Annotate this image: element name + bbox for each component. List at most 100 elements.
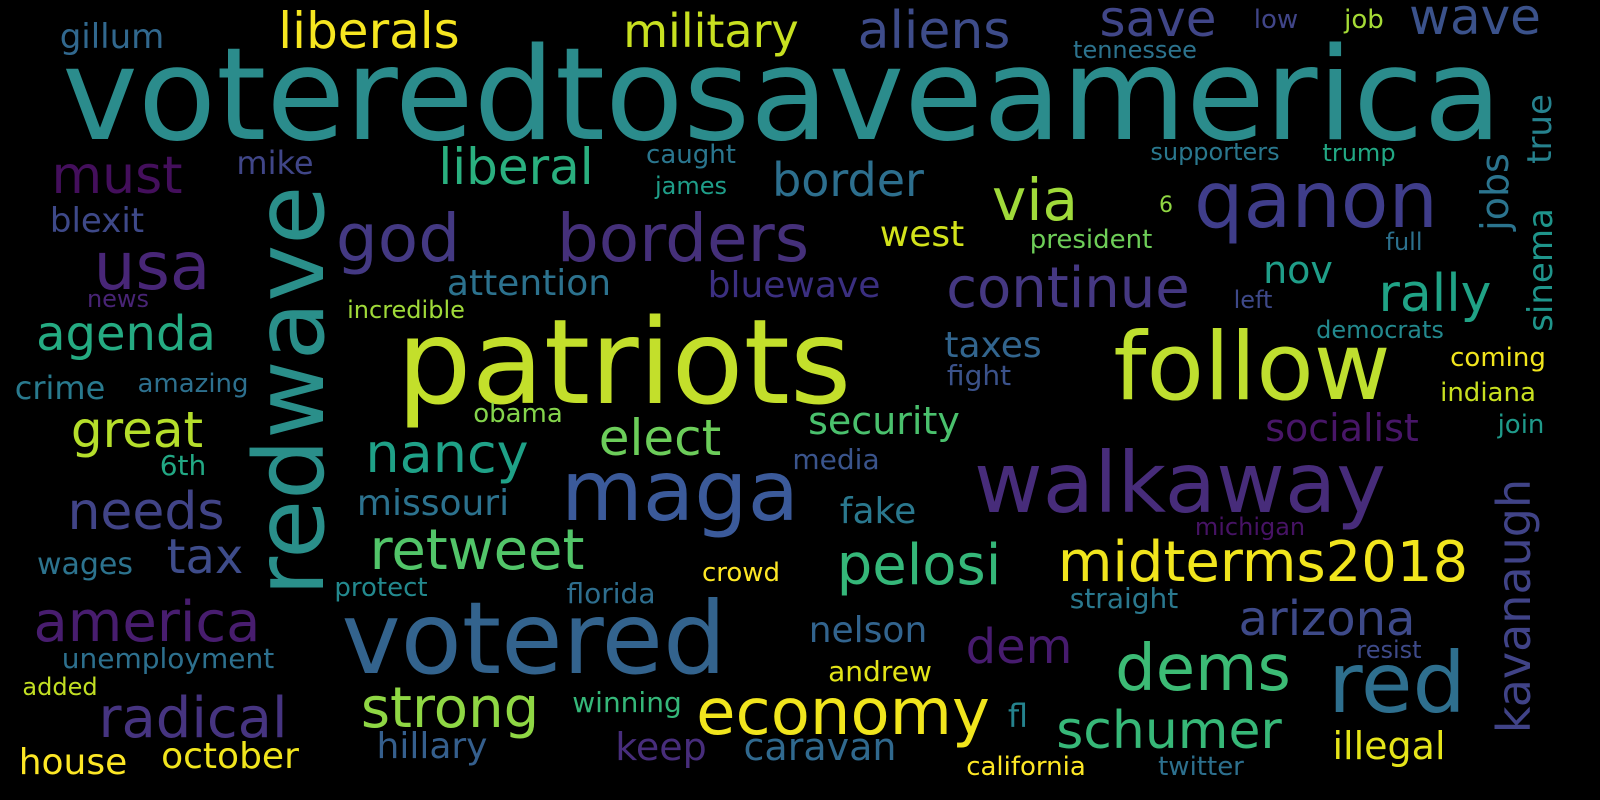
word-78: media: [792, 443, 880, 476]
word-84: james: [654, 172, 728, 200]
word-20: retweet: [369, 518, 585, 583]
word-19: continue: [946, 256, 1190, 321]
word-48: keep: [615, 725, 707, 769]
word-10: dems: [1115, 632, 1291, 706]
word-46: nov: [1263, 248, 1333, 292]
word-5: votered: [341, 580, 727, 697]
word-49: hillary: [376, 726, 488, 767]
word-34: aliens: [857, 1, 1011, 61]
word-22: via: [992, 166, 1078, 234]
word-86: 6: [1159, 193, 1173, 218]
word-87: full: [1385, 228, 1423, 256]
word-30: arizona: [1238, 591, 1416, 647]
word-57: taxes: [944, 325, 1042, 366]
word-4: walkaway: [973, 434, 1387, 532]
word-39: tax: [166, 529, 244, 585]
word-37: must: [51, 146, 183, 206]
word-0: voteredtosaveamerica: [62, 21, 1502, 170]
word-81: news: [86, 285, 150, 313]
word-12: borders: [556, 200, 810, 277]
word-50: october: [161, 736, 299, 777]
word-79: obama: [473, 399, 563, 429]
word-53: missouri: [356, 483, 510, 524]
word-75: straight: [1069, 582, 1179, 615]
word-71: fl: [1007, 697, 1029, 735]
word-58: nelson: [808, 610, 928, 651]
word-62: blexit: [49, 201, 145, 241]
word-85: president: [1029, 225, 1153, 255]
word-1: patriots: [396, 293, 852, 431]
word-88: left: [1233, 286, 1273, 314]
word-63: crime: [14, 369, 106, 407]
word-55: bluewave: [707, 265, 881, 306]
word-89: supporters: [1150, 138, 1280, 166]
word-77: michigan: [1194, 513, 1306, 541]
word-99: twitter: [1158, 752, 1244, 782]
word-29: needs: [67, 482, 225, 542]
word-68: added: [22, 673, 98, 701]
word-33: liberals: [278, 2, 460, 60]
word-14: pelosi: [836, 533, 1002, 598]
word-69: andrew: [828, 655, 932, 688]
word-27: liberal: [438, 138, 594, 196]
word-83: caught: [646, 140, 736, 170]
word-9: economy: [696, 676, 990, 750]
word-41: jobs: [1473, 153, 1517, 231]
word-40: dem: [965, 619, 1073, 675]
word-60: gillum: [59, 17, 165, 57]
word-31: save: [1099, 0, 1217, 48]
word-95: low: [1253, 5, 1299, 35]
word-51: house: [18, 742, 128, 783]
word-59: fake: [839, 491, 917, 532]
word-47: caravan: [743, 725, 897, 769]
word-43: sinema: [1521, 208, 1561, 332]
word-56: west: [879, 214, 965, 255]
word-80: incredible: [347, 296, 465, 324]
word-96: job: [1344, 5, 1384, 35]
word-15: midterms2018: [1057, 530, 1469, 595]
word-54: attention: [446, 263, 612, 304]
word-76: resist: [1356, 636, 1422, 664]
word-52: security: [808, 399, 960, 443]
word-72: protect: [334, 573, 428, 603]
word-17: strong: [360, 676, 540, 741]
word-42: illegal: [1332, 724, 1446, 768]
word-24: schumer: [1056, 701, 1282, 761]
word-13: usa: [93, 228, 211, 305]
word-2: redwave: [234, 185, 346, 597]
word-91: democrats: [1316, 316, 1444, 344]
word-97: tennessee: [1073, 36, 1197, 64]
word-32: wave: [1409, 0, 1541, 46]
word-26: great: [70, 401, 204, 459]
word-36: agenda: [36, 306, 216, 362]
word-45: socialist: [1265, 406, 1419, 450]
word-23: nancy: [365, 422, 529, 485]
word-25: elect: [598, 409, 722, 467]
word-70: winning: [572, 686, 682, 719]
word-28: rally: [1378, 264, 1492, 324]
word-61: mike: [236, 144, 314, 182]
word-11: god: [335, 200, 461, 277]
word-93: indiana: [1440, 378, 1536, 408]
word-64: amazing: [137, 369, 249, 399]
word-74: crowd: [701, 558, 781, 588]
word-66: wages: [36, 547, 134, 582]
word-73: florida: [566, 577, 656, 610]
word-38: border: [772, 153, 924, 207]
word-16: radical: [98, 686, 288, 751]
word-18: america: [33, 590, 261, 655]
word-21: kavanaugh: [1487, 478, 1541, 734]
word-82: fight: [946, 359, 1012, 392]
word-98: california: [966, 752, 1086, 782]
word-92: coming: [1450, 343, 1546, 373]
word-65: 6th: [159, 449, 207, 482]
word-6: maga: [560, 442, 800, 540]
word-35: military: [623, 4, 799, 58]
word-90: trump: [1322, 139, 1396, 167]
word-94: join: [1497, 410, 1545, 440]
word-7: qanon: [1194, 156, 1438, 246]
word-67: unemployment: [61, 642, 275, 675]
word-8: red: [1328, 634, 1466, 732]
word-44: true: [1520, 94, 1560, 164]
